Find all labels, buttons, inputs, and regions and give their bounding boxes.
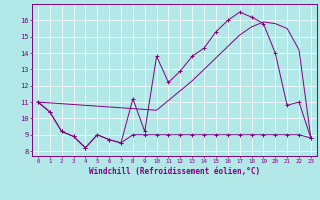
X-axis label: Windchill (Refroidissement éolien,°C): Windchill (Refroidissement éolien,°C) (89, 167, 260, 176)
